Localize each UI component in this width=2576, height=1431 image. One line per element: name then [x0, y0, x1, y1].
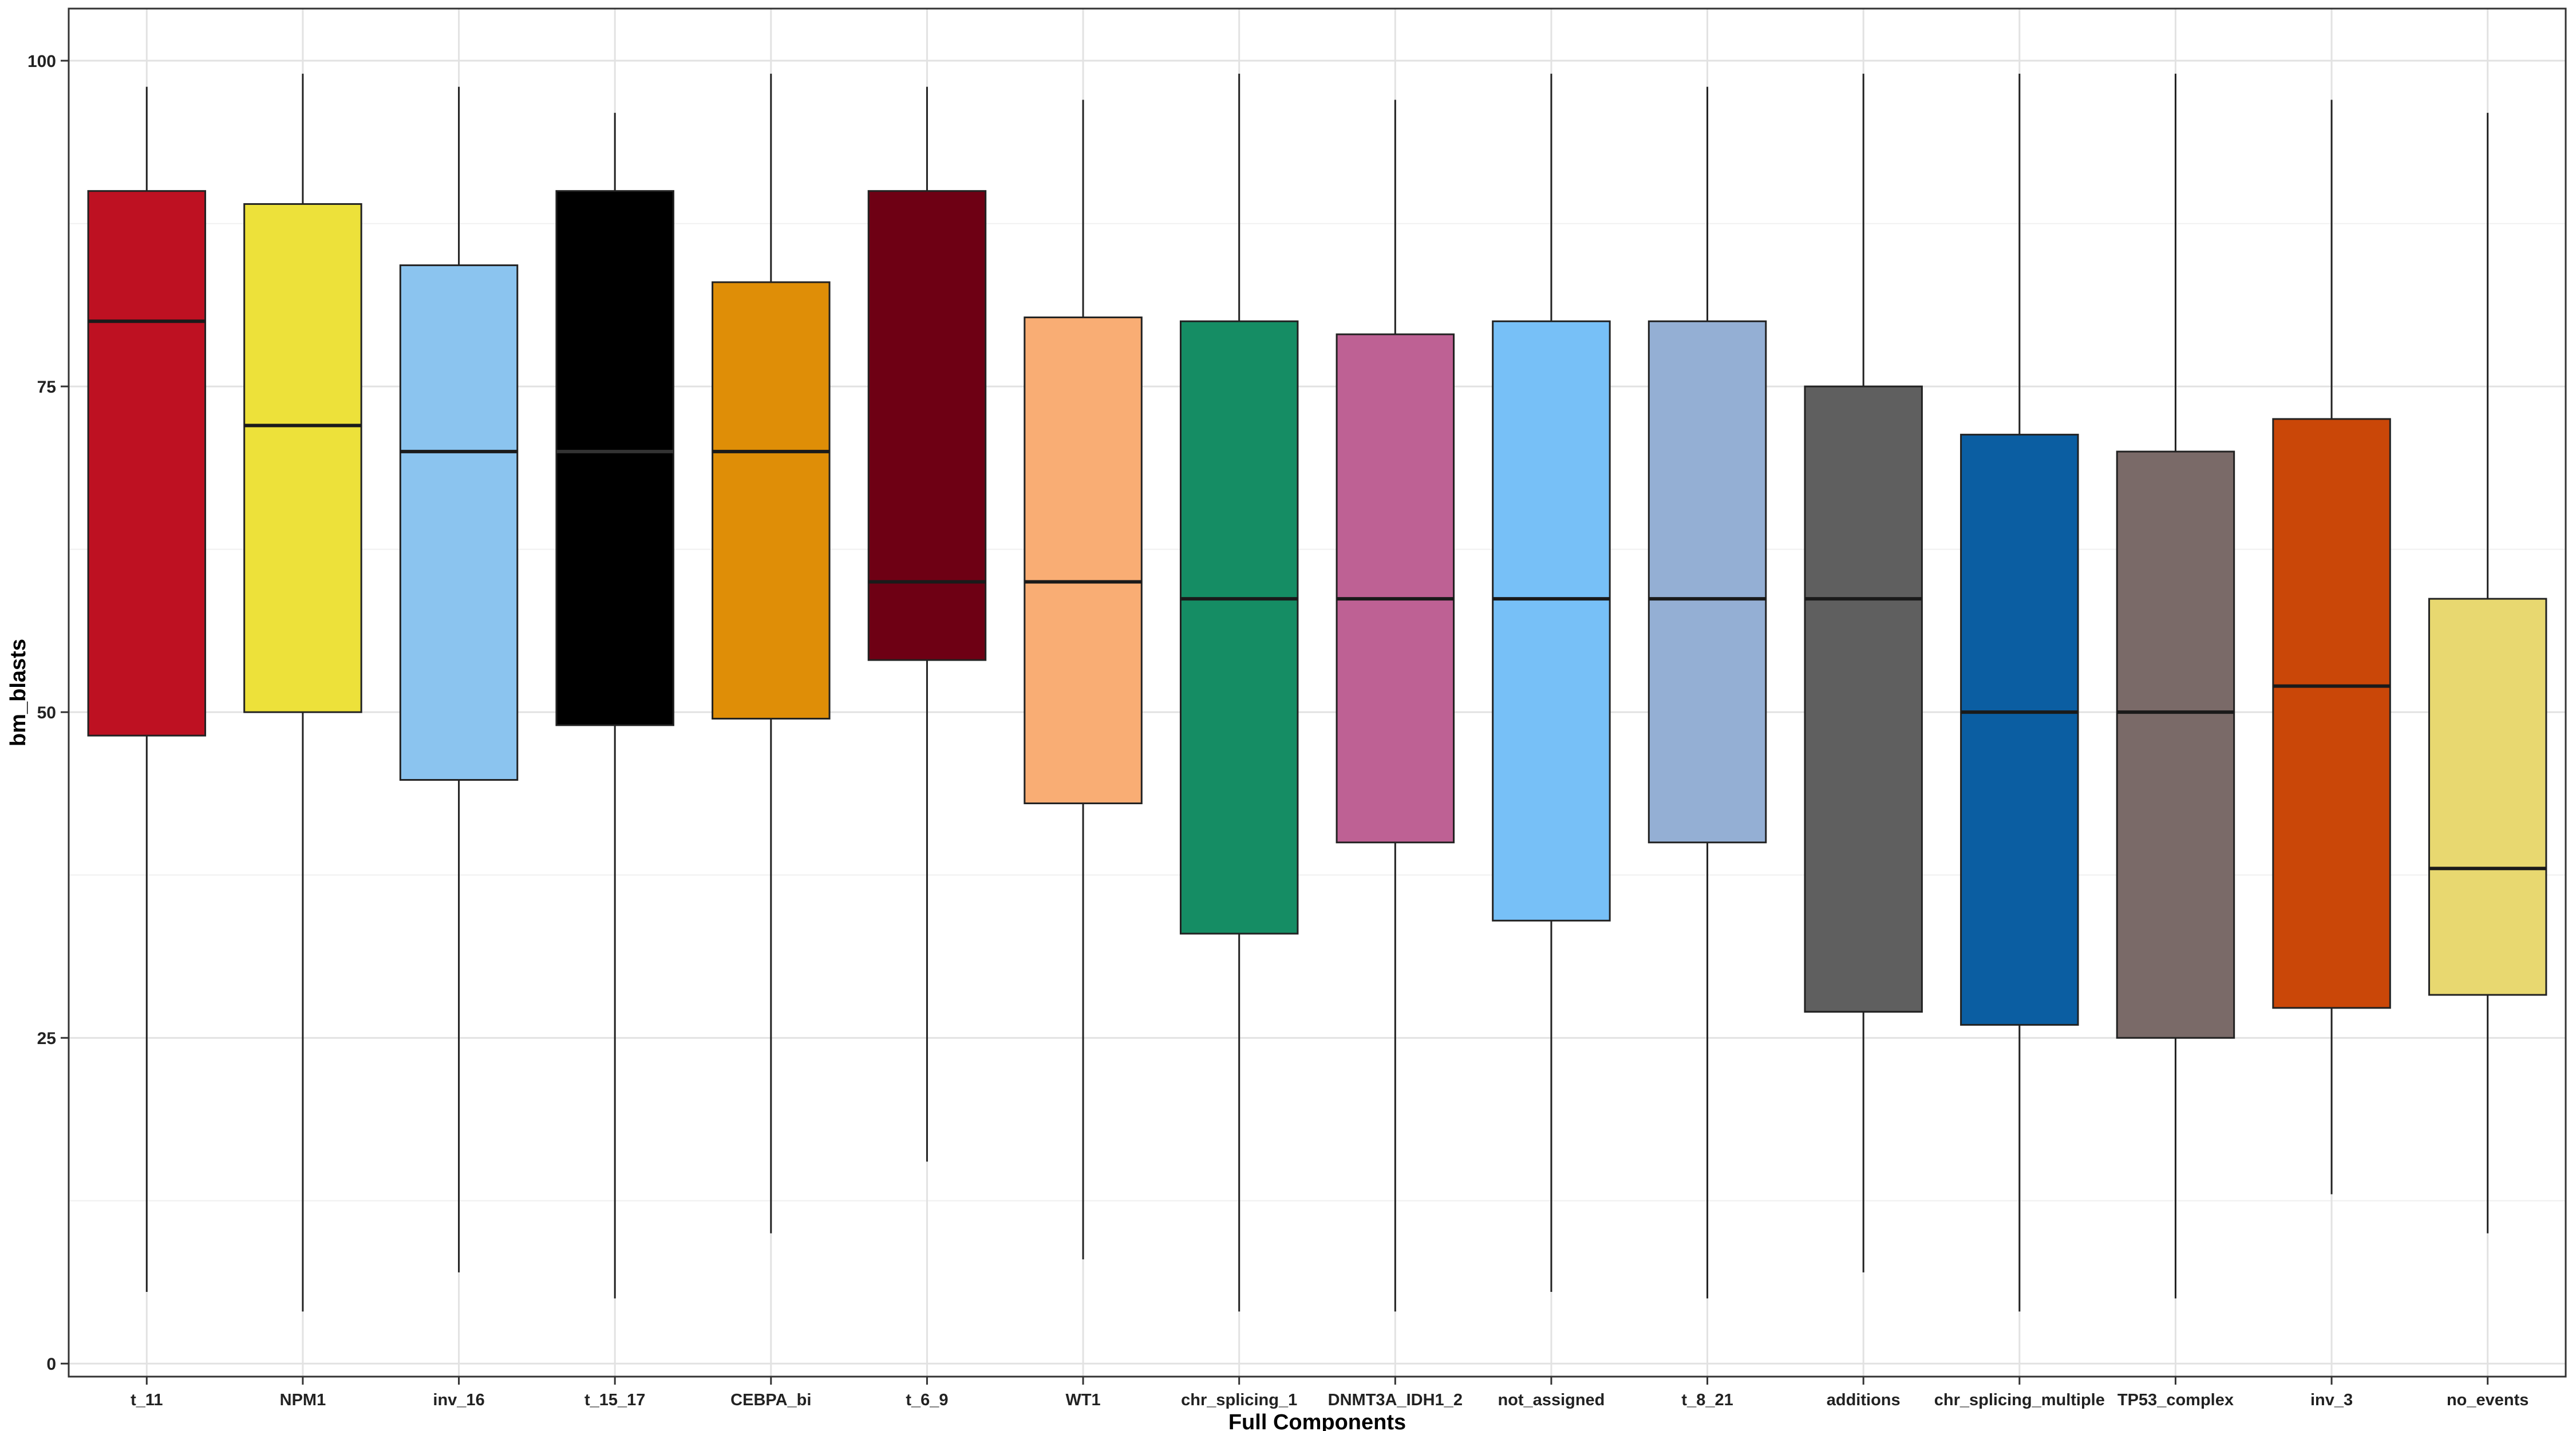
- box-iqr: [1960, 433, 2079, 1026]
- box-iqr: [1024, 316, 1143, 804]
- y-tick-label: 50: [37, 703, 56, 722]
- box-t_6_9: [867, 86, 987, 1162]
- x-tick-label: CEBPA_bi: [730, 1391, 811, 1409]
- y-axis: 0 25 50 75 100: [27, 52, 69, 1374]
- x-tick-label: inv_3: [2310, 1391, 2353, 1409]
- box-DNMT3A_IDH1_2: [1336, 100, 1455, 1312]
- box-iqr: [2116, 450, 2235, 1039]
- box-not_assigned: [1492, 73, 1611, 1292]
- x-tick-label: not_assigned: [1498, 1391, 1605, 1409]
- box-iqr: [2428, 598, 2547, 996]
- box-iqr: [243, 203, 362, 713]
- box-iqr: [867, 190, 987, 661]
- box-plot-series: [87, 73, 2547, 1312]
- box-NPM1: [243, 73, 362, 1312]
- x-tick-label: no_events: [2447, 1391, 2528, 1409]
- box-t_15_17: [555, 113, 674, 1299]
- box-t_11: [87, 86, 207, 1292]
- y-tick-label: 100: [27, 52, 56, 71]
- box-iqr: [1336, 333, 1455, 844]
- box-inv_3: [2272, 100, 2391, 1195]
- panel-border: [68, 7, 2567, 1378]
- x-tick-label: t_15_17: [584, 1391, 645, 1409]
- x-tick-label: t_8_21: [1681, 1391, 1733, 1409]
- y-tick-label: 25: [37, 1029, 56, 1048]
- x-tick-label: t_6_9: [906, 1391, 948, 1409]
- box-CEBPA_bi: [712, 73, 831, 1234]
- box-iqr: [712, 281, 831, 720]
- box-iqr: [1179, 320, 1299, 935]
- x-tick-label: chr_splicing_multiple: [1934, 1391, 2105, 1409]
- box-t_8_21: [1647, 86, 1767, 1299]
- box-iqr: [2272, 418, 2391, 1009]
- x-tick-label: NPM1: [280, 1391, 326, 1409]
- box-chr_splicing_multiple: [1960, 73, 2079, 1312]
- x-tick-label: TP53_complex: [2117, 1391, 2234, 1409]
- x-tick-label: DNMT3A_IDH1_2: [1328, 1391, 1463, 1409]
- x-axis: t_11 NPM1 inv_16 t_15_17 CEBPA_bi t_6_9 WT1 chr…: [131, 1377, 2528, 1409]
- box-iqr: [1492, 320, 1611, 922]
- x-tick-label: t_11: [131, 1391, 163, 1409]
- box-additions: [1804, 73, 1923, 1272]
- box-iqr: [1647, 320, 1767, 844]
- y-axis-title: bm_blasts: [6, 639, 30, 746]
- box-iqr: [87, 190, 207, 737]
- box-inv_16: [399, 86, 519, 1272]
- y-tick-label: 75: [37, 378, 56, 397]
- x-tick-label: WT1: [1065, 1391, 1100, 1409]
- box-TP53_complex: [2116, 73, 2235, 1299]
- x-tick-label: inv_16: [433, 1391, 484, 1409]
- box-iqr: [555, 190, 674, 726]
- box-no_events: [2428, 113, 2547, 1234]
- box-iqr: [1804, 385, 1923, 1013]
- x-axis-title: Full Components: [1228, 1410, 1406, 1431]
- box-chr_splicing_1: [1179, 73, 1299, 1312]
- x-tick-label: chr_splicing_1: [1181, 1391, 1297, 1409]
- box-iqr: [399, 264, 519, 781]
- y-tick-label: 0: [46, 1355, 56, 1374]
- box-WT1: [1024, 100, 1143, 1260]
- x-tick-label: additions: [1827, 1391, 1901, 1409]
